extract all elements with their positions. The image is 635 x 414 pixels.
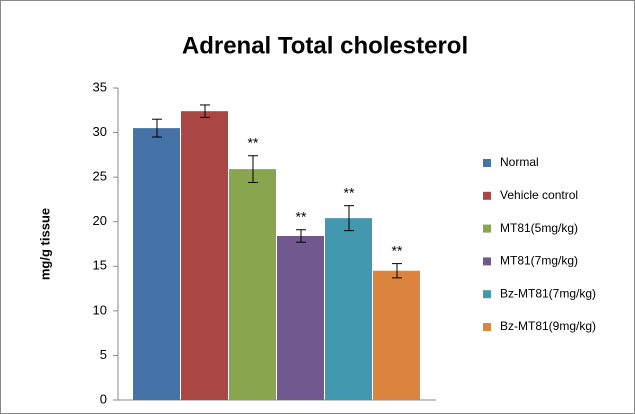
annotation: ** [296,208,307,224]
bar [277,235,324,400]
legend-label: Bz-MT81(9mg/kg) [500,319,596,333]
bar [133,128,180,400]
annotation: ** [344,184,355,200]
y-tick-label: 30 [93,124,107,139]
bar [181,111,228,401]
legend-label: Vehicle control [500,188,578,202]
bar [229,169,276,400]
legend-label: Bz-MT81(7mg/kg) [500,286,596,300]
y-tick-label: 5 [100,347,107,362]
y-axis-label: mg/g tissue [37,208,52,280]
bar [373,270,420,400]
y-tick-label: 0 [100,391,107,406]
legend-label: Normal [500,155,539,169]
legend-swatch [483,191,491,200]
legend-label: MT81(5mg/kg) [500,221,578,235]
legend-swatch [483,257,491,266]
annotation: ** [392,242,403,258]
chart-title: Adrenal Total cholesterol [182,32,468,59]
legend-swatch [483,323,491,331]
annotation: ** [248,134,259,150]
y-tick-label: 10 [93,302,107,317]
y-tick-label: 15 [93,258,107,273]
legend-label: MT81(7mg/kg) [500,254,578,268]
y-tick-label: 20 [93,213,107,228]
y-tick-label: 25 [93,169,107,184]
y-tick-label: 35 [93,79,107,94]
legend-swatch [483,159,491,167]
bar [325,218,372,400]
legend-swatch [483,224,491,233]
legend-swatch [483,290,491,299]
